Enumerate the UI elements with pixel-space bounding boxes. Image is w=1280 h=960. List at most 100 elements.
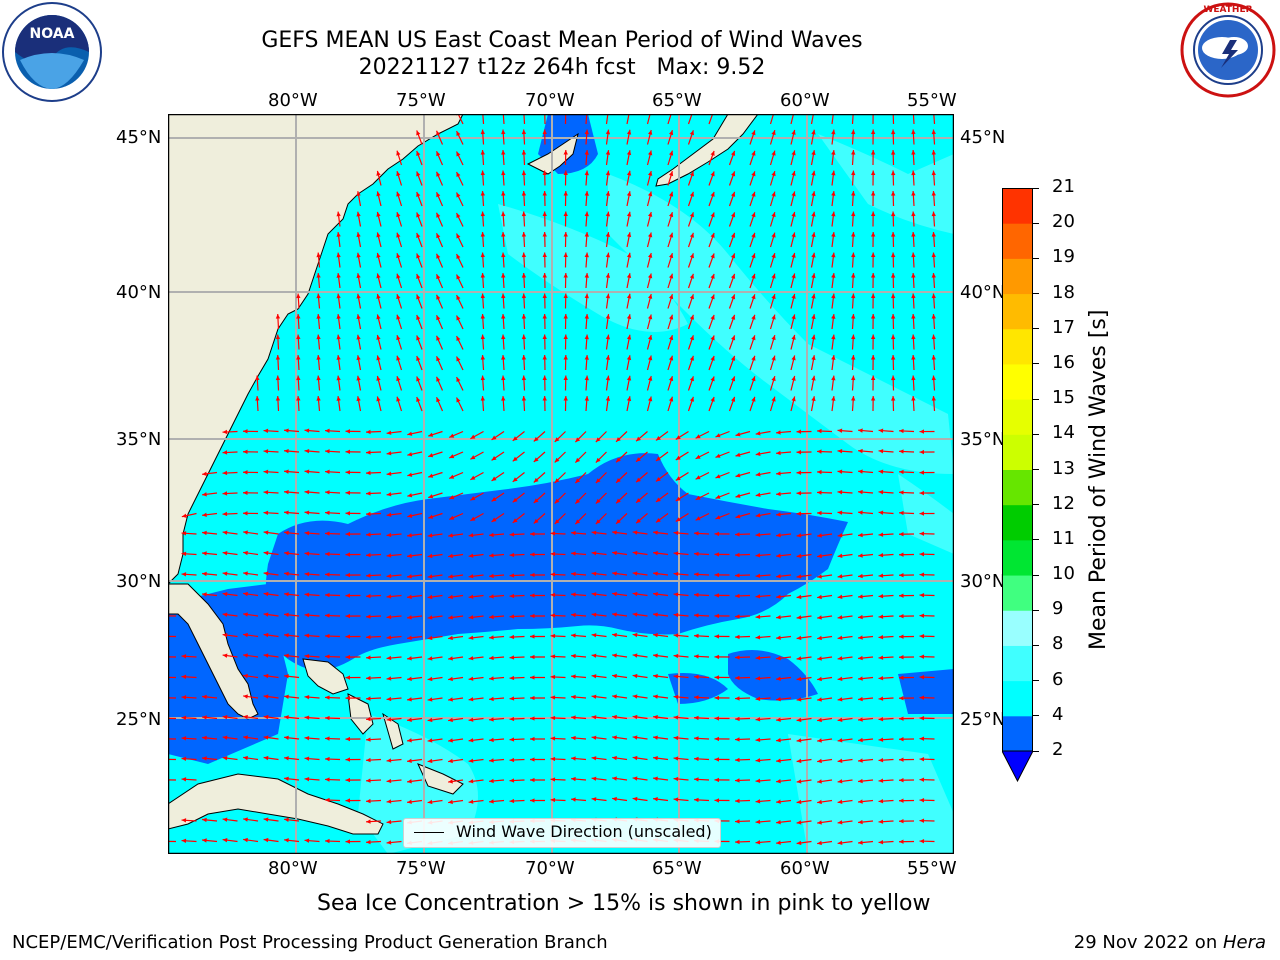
colorbar-tick-mark bbox=[1033, 539, 1039, 541]
wind-wave-arrowhead bbox=[584, 396, 589, 401]
colorbar-bin bbox=[1002, 539, 1033, 576]
wind-wave-arrow bbox=[831, 114, 834, 125]
wind-wave-arrowhead bbox=[791, 293, 796, 299]
wind-wave-arrowhead bbox=[296, 375, 301, 381]
wind-wave-arrowhead bbox=[751, 335, 756, 341]
wind-wave-arrowhead bbox=[480, 129, 485, 135]
colorbar-tick-label: 18 bbox=[1052, 281, 1075, 303]
wind-wave-arrowhead bbox=[222, 653, 228, 658]
wind-wave-arrowhead bbox=[911, 191, 916, 196]
wind-wave-arrowhead bbox=[831, 129, 836, 135]
lon-tick-bottom-70w: 70°W bbox=[525, 858, 575, 879]
wind-wave-arrowhead bbox=[796, 799, 802, 805]
wind-wave-arrowhead bbox=[653, 633, 658, 638]
lon-tick-bottom-60w: 60°W bbox=[780, 858, 830, 879]
wind-wave-arrowhead bbox=[626, 191, 632, 197]
wind-wave-arrowhead bbox=[591, 756, 597, 761]
wind-wave-arrowhead bbox=[542, 355, 547, 360]
wind-wave-arrowhead bbox=[776, 799, 781, 804]
wind-wave-arrowhead bbox=[817, 449, 822, 454]
wind-wave-arrowhead bbox=[751, 150, 756, 156]
wind-wave-arrowhead bbox=[396, 253, 401, 259]
wind-wave-arrowhead bbox=[878, 428, 884, 433]
wind-wave-arrowhead bbox=[222, 633, 228, 638]
wind-wave-arrowhead bbox=[771, 191, 776, 197]
wind-wave-arrowhead bbox=[563, 191, 568, 196]
wind-wave-arrowhead bbox=[563, 150, 568, 155]
wind-wave-arrowhead bbox=[878, 449, 884, 454]
wind-wave-arrowhead bbox=[407, 717, 412, 722]
wind-wave-arrowhead bbox=[316, 273, 321, 278]
lat-tick-left-35n: 35°N bbox=[116, 429, 162, 450]
wind-wave-arrowhead bbox=[931, 191, 936, 196]
wind-wave-arrowhead bbox=[530, 736, 535, 742]
wind-wave-arrowhead bbox=[509, 696, 515, 701]
wind-wave-arrowhead bbox=[202, 512, 207, 517]
wind-wave-arrowhead bbox=[480, 170, 485, 176]
wind-wave-arrowhead bbox=[345, 531, 351, 537]
wind-wave-arrowhead bbox=[796, 656, 802, 661]
wind-wave-arrowhead bbox=[181, 838, 187, 844]
wind-wave-arrowhead bbox=[480, 334, 485, 340]
wind-wave-arrowhead bbox=[911, 334, 916, 340]
wind-wave-arrowhead bbox=[407, 431, 413, 436]
wind-wave-arrowhead bbox=[735, 532, 740, 537]
wind-wave-arrowhead bbox=[931, 129, 936, 135]
wind-wave-arrowhead bbox=[776, 491, 781, 497]
wind-wave-arrowhead bbox=[325, 756, 330, 762]
wind-wave-arrowhead bbox=[632, 571, 638, 576]
wind-wave-arrowhead bbox=[755, 532, 761, 538]
wind-wave-arrowhead bbox=[456, 192, 461, 198]
wind-wave-arrowhead bbox=[837, 449, 843, 454]
wind-wave-arrowhead bbox=[626, 252, 632, 258]
wind-wave-arrowhead bbox=[554, 457, 560, 463]
wind-wave-arrowhead bbox=[796, 533, 802, 538]
wind-wave-arrowhead bbox=[858, 428, 863, 433]
wind-wave-arrowhead bbox=[891, 314, 896, 319]
wind-wave-arrowhead bbox=[605, 314, 611, 319]
wind-wave-arrowhead bbox=[626, 334, 632, 340]
wind-wave-arrow bbox=[585, 114, 588, 125]
wind-wave-arrowhead bbox=[605, 211, 611, 217]
wind-wave-arrowhead bbox=[376, 334, 381, 340]
wind-wave-arrowhead bbox=[891, 375, 896, 381]
wind-wave-arrowhead bbox=[284, 530, 289, 535]
wind-wave-arrowhead bbox=[632, 796, 638, 802]
wind-wave-arrowhead bbox=[456, 233, 461, 239]
wind-wave-arrowhead bbox=[396, 335, 401, 341]
wind-wave-arrowhead bbox=[735, 593, 740, 599]
footer-host: Hera bbox=[1222, 932, 1266, 953]
wind-wave-arrowhead bbox=[376, 191, 381, 197]
wind-wave-arrowhead bbox=[366, 696, 371, 701]
wind-wave-arrowhead bbox=[468, 779, 474, 784]
wind-wave-arrowhead bbox=[584, 334, 589, 340]
wind-wave-arrowhead bbox=[817, 840, 822, 846]
wind-wave-arrowhead bbox=[407, 594, 412, 599]
wind-wave-arrowhead bbox=[284, 756, 289, 761]
wind-wave-arrowhead bbox=[751, 212, 756, 218]
wind-wave-arrowhead bbox=[376, 252, 381, 258]
wind-wave-arrowhead bbox=[919, 798, 925, 803]
wind-wave-arrowhead bbox=[304, 838, 310, 843]
wind-wave-arrowhead bbox=[591, 735, 597, 740]
wind-wave-arrowhead bbox=[571, 530, 576, 536]
wind-wave-arrowhead bbox=[336, 355, 341, 360]
wind-wave-arrowhead bbox=[554, 519, 560, 524]
wind-wave-arrowhead bbox=[501, 252, 506, 258]
wind-wave-arrowhead bbox=[689, 212, 694, 218]
wind-wave-arrowhead bbox=[345, 511, 351, 516]
wind-wave-arrowhead bbox=[396, 232, 401, 238]
wind-wave-arrowhead bbox=[284, 551, 289, 556]
wind-wave-arrowhead bbox=[470, 455, 476, 460]
wind-wave-arrowhead bbox=[468, 717, 474, 722]
wind-wave-arrowhead bbox=[222, 491, 228, 496]
wind-wave-arrowhead bbox=[356, 191, 361, 197]
colorbar-bin bbox=[1002, 575, 1033, 611]
wind-wave-arrowhead bbox=[755, 655, 761, 661]
lon-tick-top-80w: 80°W bbox=[268, 90, 318, 111]
colorbar-tick-label: 9 bbox=[1052, 598, 1064, 620]
wind-wave-arrowhead bbox=[911, 252, 916, 258]
wind-wave-arrowhead bbox=[501, 170, 506, 176]
wind-wave-arrowhead bbox=[407, 615, 412, 620]
colorbar-bin bbox=[1002, 715, 1033, 752]
